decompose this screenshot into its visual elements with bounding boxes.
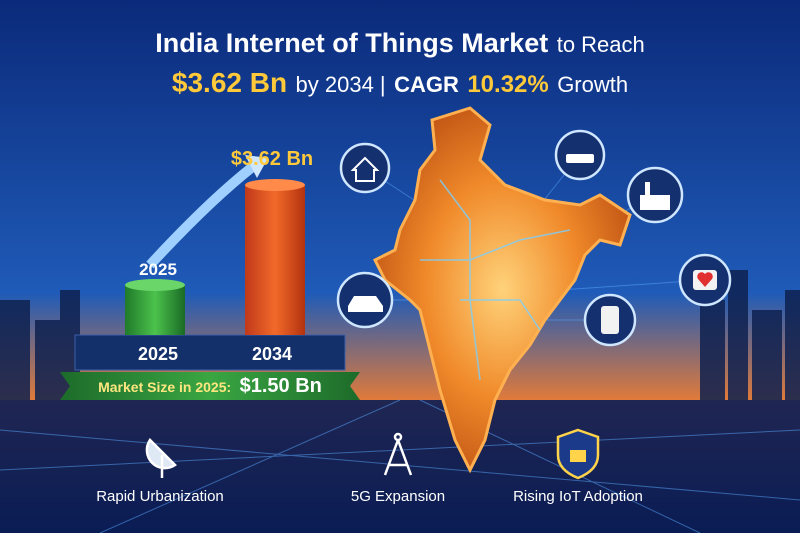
year-label: 2025 bbox=[138, 344, 178, 364]
banner-label: Market Size in 2025: bbox=[98, 379, 231, 395]
feature-icons bbox=[145, 428, 600, 480]
banner-value: $1.50 Bn bbox=[240, 375, 322, 397]
growth-arrow bbox=[146, 161, 259, 269]
bar-2034-top bbox=[245, 179, 305, 191]
subtitle: $3.62 Bn by 2034 | CAGR 10.32% Growth bbox=[172, 67, 628, 98]
bar-base bbox=[74, 334, 346, 371]
feature-label: 5G Expansion bbox=[351, 488, 445, 505]
year-label: 2034 bbox=[252, 344, 292, 364]
feature-label: Rapid Urbanization bbox=[96, 488, 224, 505]
title-tail: to Reach bbox=[557, 32, 645, 57]
title-main: India Internet of Things Market bbox=[155, 28, 548, 58]
cagr-label: CAGR bbox=[394, 72, 459, 97]
title: India Internet of Things Market to Reach bbox=[155, 28, 645, 58]
arrow-head bbox=[245, 155, 268, 178]
growth: Growth bbox=[557, 72, 628, 97]
bar-2025 bbox=[125, 285, 185, 335]
cagr-value: 10.32% bbox=[467, 71, 548, 98]
banner-text: Market Size in 2025: $1.50 Bn bbox=[98, 375, 322, 397]
banner bbox=[60, 372, 360, 400]
circuit bbox=[420, 179, 571, 381]
feature-label: Rising IoT Adoption bbox=[513, 488, 643, 505]
icon-glyphs bbox=[348, 154, 717, 334]
bar-2034 bbox=[245, 185, 305, 335]
bar-small-label: 2025 bbox=[139, 260, 177, 279]
headline-value: $3.62 Bn bbox=[172, 67, 287, 98]
bar-top-label: $3.62 Bn bbox=[231, 148, 313, 170]
by-year: by 2034 | bbox=[296, 72, 386, 97]
ground bbox=[0, 400, 800, 533]
india-map bbox=[372, 106, 632, 474]
bar-2025-top bbox=[125, 279, 185, 291]
